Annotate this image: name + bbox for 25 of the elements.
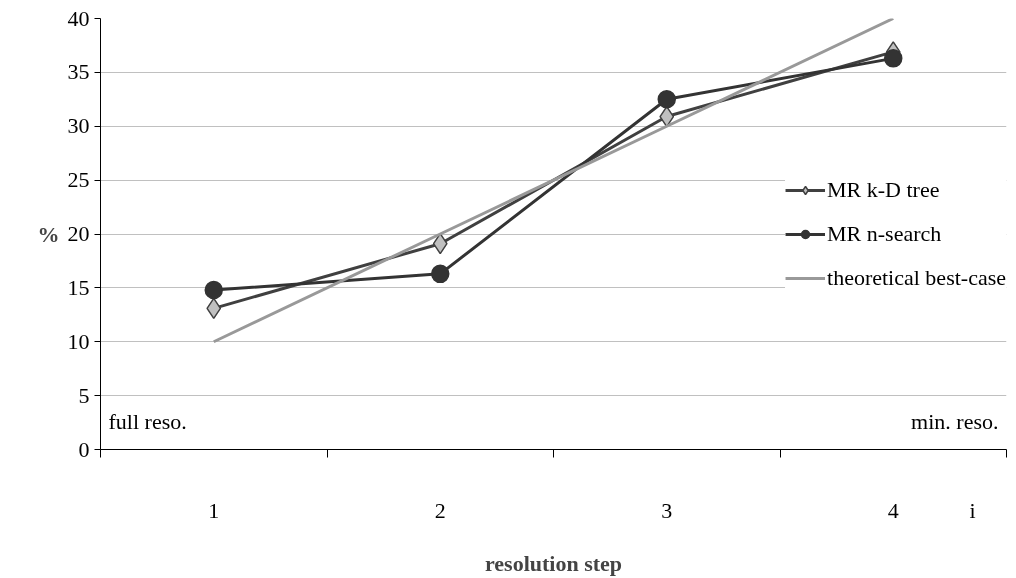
legend-label: theoretical best-case xyxy=(827,264,1006,291)
x-tick-label: 1 xyxy=(208,497,220,523)
y-tick-label: 35 xyxy=(67,59,90,85)
y-tick-label: 0 xyxy=(78,436,90,462)
x-tick-label: 4 xyxy=(887,497,899,523)
x-axis-title: resolution step xyxy=(484,550,623,576)
y-tick-label: 30 xyxy=(67,113,90,139)
annotation: full reso. xyxy=(108,409,187,434)
text: i xyxy=(969,497,976,523)
annotation: min. reso. xyxy=(911,409,999,434)
point xyxy=(204,280,223,300)
x-tick-label: 3 xyxy=(661,497,673,523)
y-tick-label: 25 xyxy=(67,167,90,193)
point xyxy=(884,49,903,68)
point xyxy=(657,90,676,109)
y-tick-label: 15 xyxy=(67,274,90,300)
point xyxy=(431,264,450,284)
y-axis-title: % xyxy=(37,221,60,247)
y-tick-label: 20 xyxy=(67,221,90,246)
y-tick-label: 5 xyxy=(78,382,90,408)
legend-label: MR n-search xyxy=(827,220,942,247)
legend-label: MR k-D tree xyxy=(827,176,940,203)
x-tick-label: 2 xyxy=(434,497,446,523)
y-tick-label: 40 xyxy=(67,5,90,31)
y-tick-label: 10 xyxy=(67,328,90,354)
